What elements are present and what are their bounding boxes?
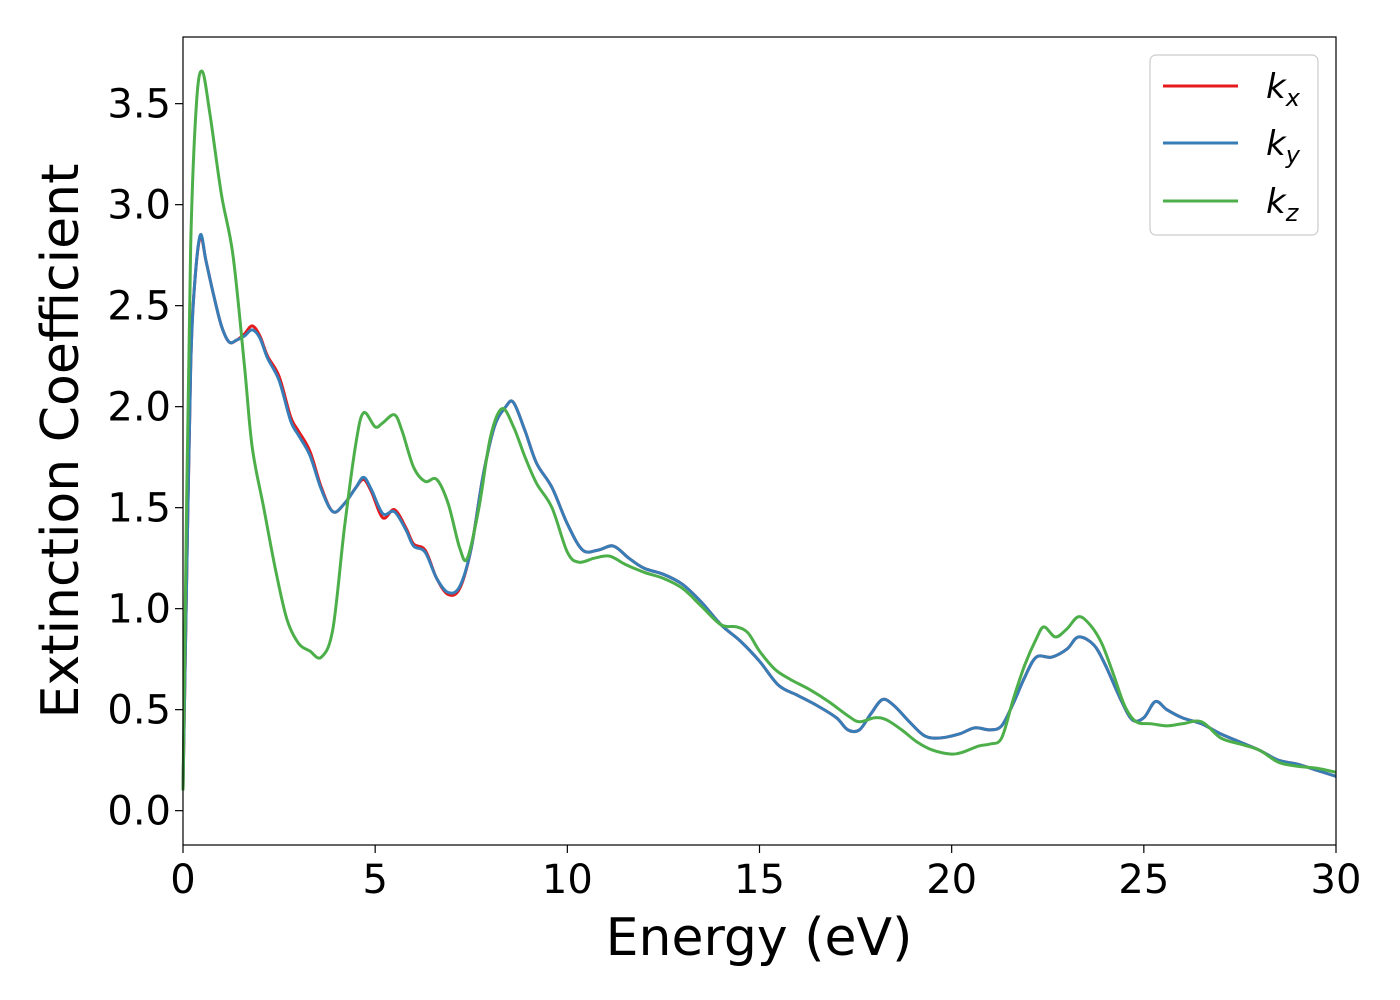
- series-line-kz: [181, 69, 1337, 791]
- y-tick-label: 1.5: [107, 486, 171, 532]
- series-layer: [181, 69, 1337, 791]
- x-tick-label: 30: [1311, 857, 1362, 903]
- legend-label-ky: ky: [1266, 124, 1301, 169]
- x-tick-label: 5: [362, 857, 387, 903]
- y-tick-label: 3.5: [107, 82, 171, 128]
- x-axis-title: Energy (eV): [606, 908, 913, 968]
- y-tick-label: 2.5: [107, 284, 171, 330]
- x-tick-label: 20: [926, 857, 977, 903]
- y-tick-label: 2.0: [107, 385, 171, 431]
- y-tick-label: 0.5: [107, 688, 171, 734]
- x-tick-label: 10: [542, 857, 593, 903]
- x-tick-label: 0: [170, 857, 195, 903]
- legend-label-kz: kz: [1266, 182, 1300, 227]
- x-tick-label: 15: [734, 857, 785, 903]
- y-tick-label: 1.0: [107, 587, 171, 633]
- plot-background: [183, 37, 1336, 845]
- series-line-ky: [181, 233, 1337, 791]
- y-tick-label: 0.0: [107, 789, 171, 835]
- legend: kx ky kz: [1149, 54, 1319, 236]
- x-axis-ticks: 0 5 10 15 20 25 30: [170, 845, 1361, 903]
- y-axis-title: Extinction Coefficient: [31, 164, 91, 719]
- y-tick-label: 3.0: [107, 183, 171, 229]
- x-tick-label: 25: [1118, 857, 1169, 903]
- y-axis-ticks: 0.0 0.5 1.0 1.5 2.0 2.5 3.0 3.5: [107, 82, 183, 835]
- legend-box: [1149, 54, 1319, 236]
- legend-label-kx: kx: [1266, 67, 1301, 112]
